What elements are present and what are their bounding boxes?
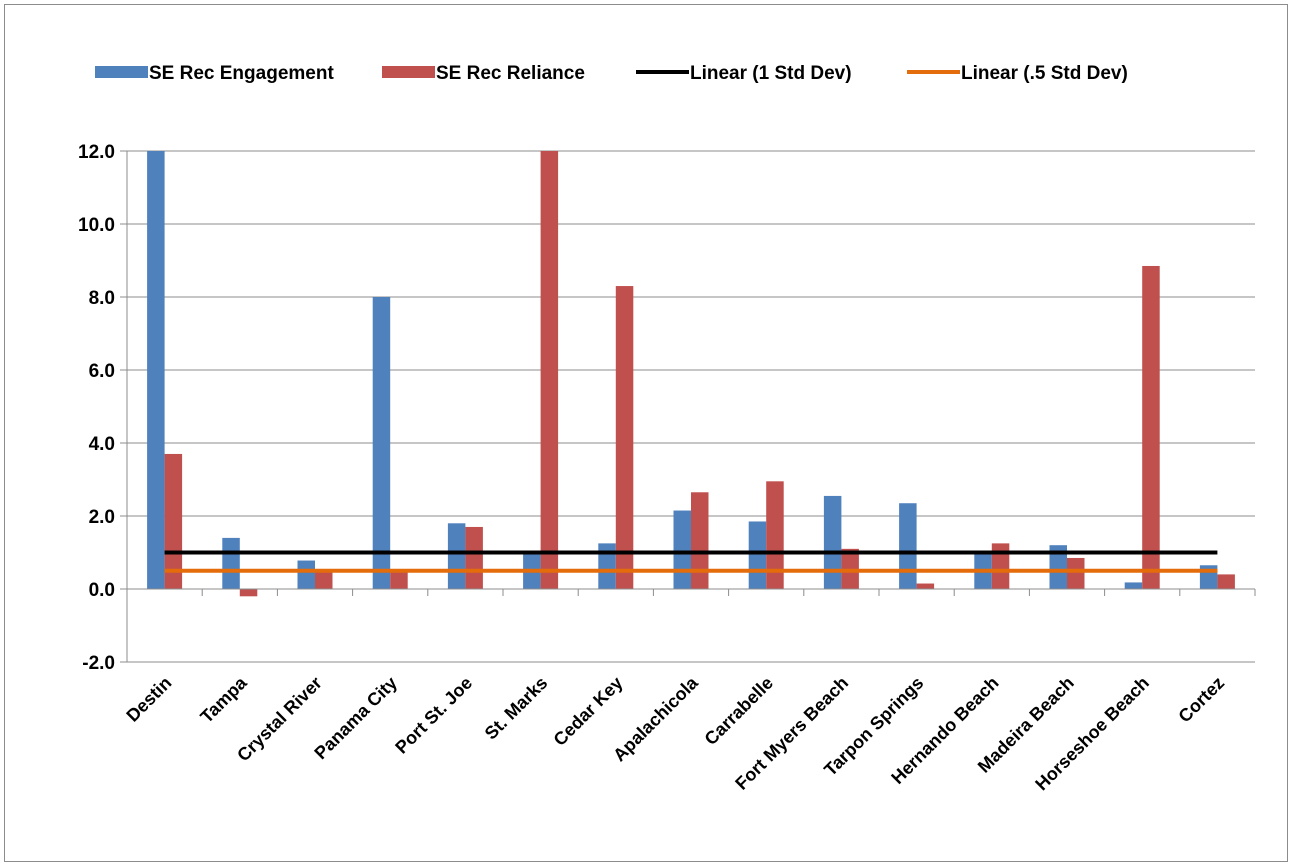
bar (598, 543, 616, 589)
bar (239, 589, 258, 597)
bar (164, 453, 183, 589)
y-tick-label: 10.0 (78, 215, 115, 236)
bar (916, 583, 935, 589)
bar (465, 526, 483, 589)
legend-label: Linear (.5 Std Dev) (961, 63, 1128, 84)
y-tick-label: 6.0 (89, 361, 115, 382)
bar (1067, 557, 1085, 589)
bar (823, 495, 842, 589)
bar (615, 286, 634, 589)
y-tick-label: 4.0 (89, 434, 115, 455)
y-tick-label: 8.0 (89, 288, 115, 309)
bar (447, 523, 466, 589)
y-tick-label: 2.0 (89, 507, 115, 528)
legend-swatch (95, 66, 148, 78)
bar (1049, 545, 1067, 589)
bar (673, 510, 691, 589)
bar (691, 492, 709, 589)
bar (899, 503, 917, 589)
y-tick-label: -2.0 (82, 653, 115, 674)
bar (372, 297, 391, 589)
bar (390, 570, 408, 589)
bar (147, 151, 165, 589)
bar (748, 521, 767, 589)
chart-border (4, 4, 1288, 862)
bar (991, 543, 1010, 589)
legend-swatch (382, 66, 435, 78)
bar (1217, 574, 1235, 589)
bar (222, 537, 240, 589)
bar (1124, 582, 1143, 589)
bar (315, 570, 333, 589)
bar (297, 560, 315, 589)
legend-label: SE Rec Engagement (149, 63, 334, 84)
bar (766, 481, 784, 589)
legend-label: SE Rec Reliance (436, 63, 585, 84)
bar (1142, 265, 1160, 589)
y-tick-label: 12.0 (78, 142, 115, 163)
bar (540, 151, 559, 589)
legend-label: Linear (1 Std Dev) (690, 63, 852, 84)
y-tick-label: 0.0 (89, 580, 115, 601)
